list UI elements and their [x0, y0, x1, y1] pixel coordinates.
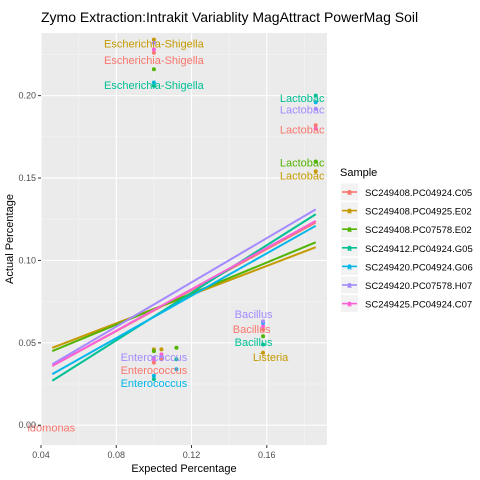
data-point [174, 367, 179, 372]
x-tick-label: 0.08 [107, 450, 125, 460]
legend-title: Sample [340, 167, 377, 179]
data-point [261, 319, 266, 324]
legend-key-letter: a [347, 207, 352, 216]
data-point [151, 47, 156, 52]
legend: Sample a SC249408.PC04924.C05 a SC249408.PC… [340, 167, 473, 313]
point-label: Lactobac [280, 93, 325, 105]
legend-entry-label: SC249408.PC04925.E02 [365, 207, 472, 218]
fit-line [51, 224, 317, 376]
legend-key-point [347, 264, 352, 269]
point-label: Bacillus [235, 337, 273, 349]
point-label: Enterococcus [121, 378, 188, 390]
data-point [313, 126, 318, 131]
legend-key-letter: a [347, 262, 352, 271]
data-point [151, 377, 156, 382]
grid-lines [40, 33, 327, 445]
legend-entry-label: SC249425.PC04924.C07 [365, 300, 472, 311]
y-axis-label: Actual Percentage [4, 194, 16, 284]
legend-key-letter: a [347, 225, 352, 234]
y-axis-ticks: 0.00 0.05 0.10 0.15 0.20 [18, 91, 41, 430]
legend-key-letter: a [347, 244, 352, 253]
data-point [261, 350, 266, 355]
data-point [313, 159, 318, 164]
y-tick-label: 0.15 [18, 173, 36, 183]
plot-panel [41, 33, 327, 445]
point-label: Enterococcus [121, 365, 188, 377]
data-point [313, 100, 318, 105]
fit-line [51, 213, 317, 382]
legend-key-point [347, 245, 352, 250]
fit-line [51, 219, 317, 367]
data-point [151, 357, 156, 362]
y-tick-label: 0.00 [18, 420, 36, 430]
data-point [151, 67, 156, 72]
legend-key-point [347, 190, 352, 194]
data-point [151, 360, 156, 365]
data-point [159, 357, 164, 362]
data-point [159, 347, 164, 352]
data-point [151, 37, 156, 42]
data-point [151, 349, 156, 354]
legend-key-point [347, 301, 352, 306]
point-label: Bacillus [233, 324, 271, 336]
data-point [261, 334, 266, 339]
point-label: Escherichia-Shigella [104, 39, 205, 51]
data-points [151, 37, 318, 382]
annotations: Escherichia-Shigella Escherichia-Shigella… [27, 39, 324, 435]
legend-key-point [347, 283, 352, 287]
data-point [261, 327, 266, 332]
chart-title: Zymo Extraction:Intrakit Variablity MagA… [41, 9, 418, 25]
legend-key-point [347, 208, 352, 213]
data-point [174, 357, 179, 362]
y-tick-label: 0.05 [18, 338, 36, 348]
data-point [313, 93, 318, 98]
legend-entry-label: SC249408.PC04924.C05 [365, 188, 472, 199]
point-label: Escherichia-Shigella [104, 80, 205, 92]
fit-lines [51, 208, 317, 382]
point-label: Escherichia-Shigella [104, 55, 205, 67]
data-point [159, 352, 164, 357]
legend-entry-label: SC249412.PC04924.G05 [365, 244, 473, 255]
fit-line [51, 208, 317, 366]
point-label: Listeria [253, 352, 289, 364]
point-label: Lactobac [280, 157, 325, 169]
x-axis-label: Expected Percentage [131, 463, 236, 475]
data-point [151, 50, 156, 55]
data-point [261, 342, 266, 347]
x-tick-label: 0.12 [183, 450, 201, 460]
x-tick-label: 0.16 [258, 450, 276, 460]
point-label: Lactobac [280, 105, 325, 117]
legend-entry-label: SC249420.PC04924.G06 [365, 262, 473, 273]
x-tick-label: 0.04 [32, 450, 50, 460]
legend-key-point [347, 227, 352, 232]
y-tick-label: 0.10 [18, 255, 36, 265]
legend-entry-label: SC249420.PC07578.H07 [365, 281, 472, 292]
data-point [151, 40, 156, 45]
data-point [313, 106, 318, 111]
point-label: Lactobac [280, 124, 325, 136]
data-point [174, 345, 179, 350]
data-point [151, 80, 156, 85]
data-point [151, 83, 156, 88]
point-label: Enterococcus [121, 352, 188, 364]
data-point [313, 169, 318, 174]
point-label: Bacillus [235, 309, 273, 321]
x-axis-ticks: 0.04 0.08 0.12 0.16 [32, 445, 276, 460]
y-tick-label: 0.20 [18, 91, 36, 101]
legend-key-letter: a [347, 300, 352, 309]
legend-key-letter: a [347, 188, 352, 197]
legend-key-letter: a [347, 281, 352, 290]
point-label: Lactobac [280, 171, 325, 183]
data-point [313, 123, 318, 128]
data-point [261, 324, 266, 329]
data-point [151, 373, 156, 378]
legend-entry-label: SC249408.PC07578.E02 [365, 225, 472, 236]
